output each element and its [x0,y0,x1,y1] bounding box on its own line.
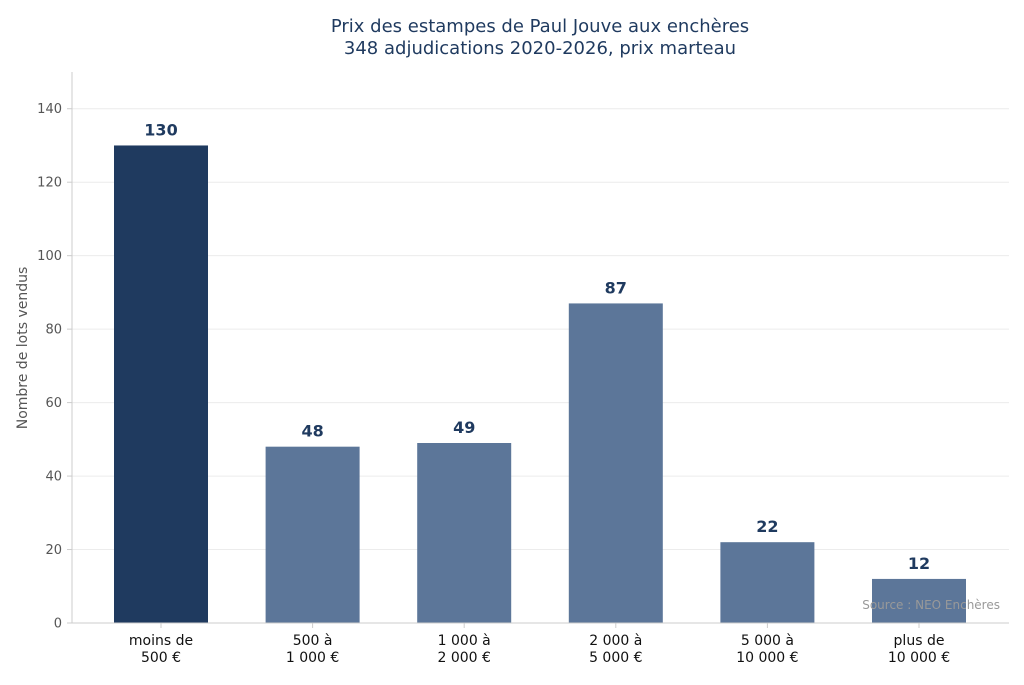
x-tick-label: 2 000 € [437,650,490,666]
chart-title-line-2: 348 adjudications 2020-2026, prix martea… [344,38,736,59]
bar [872,578,966,623]
bar [720,542,815,623]
x-tick-label: 5 000 € [589,650,642,666]
y-tick-label: 0 [54,617,62,632]
x-tick-label: 1 000 à [438,633,491,649]
bar [417,443,512,623]
y-tick-label: 140 [37,102,62,117]
x-tick-label: 10 000 € [736,650,798,666]
grid-lines [72,108,1009,551]
x-tick-label: 500 € [141,650,181,666]
y-tick-label: 40 [45,470,62,485]
value-labels: 130 48 49 87 22 12 [144,120,930,572]
bar-value-label: 87 [605,278,627,297]
source-note: Source : NEO Enchères [862,598,1000,612]
y-tick-label: 80 [45,323,62,338]
bar-value-label: 48 [301,422,323,441]
bar-value-label: 130 [144,120,177,139]
bar [114,145,208,623]
bars [114,145,966,623]
x-tick-label: 2 000 à [589,633,642,649]
x-tick-label: plus de [894,633,945,649]
y-tick-label: 20 [45,543,62,558]
y-tick-label: 100 [37,249,62,264]
x-tick-label: 1 000 € [286,650,339,666]
y-tick-label: 120 [37,176,62,191]
y-tick-label: 60 [45,396,62,411]
y-axis-label: Nombre de lots vendus [15,267,31,430]
bar-value-label: 12 [908,554,930,573]
x-tick-label: 10 000 € [888,650,950,666]
bar-value-label: 22 [756,517,778,536]
bar-value-label: 49 [453,418,475,437]
y-axis-ticks: 0 20 40 60 80 100 120 140 [37,102,72,632]
chart-title-line-1: Prix des estampes de Paul Jouve aux ench… [331,16,749,37]
x-tick-label: moins de [129,633,193,649]
bar [568,303,663,623]
bar [265,446,360,623]
x-tick-label: 5 000 à [741,633,794,649]
x-tick-label: 500 à [293,633,333,649]
